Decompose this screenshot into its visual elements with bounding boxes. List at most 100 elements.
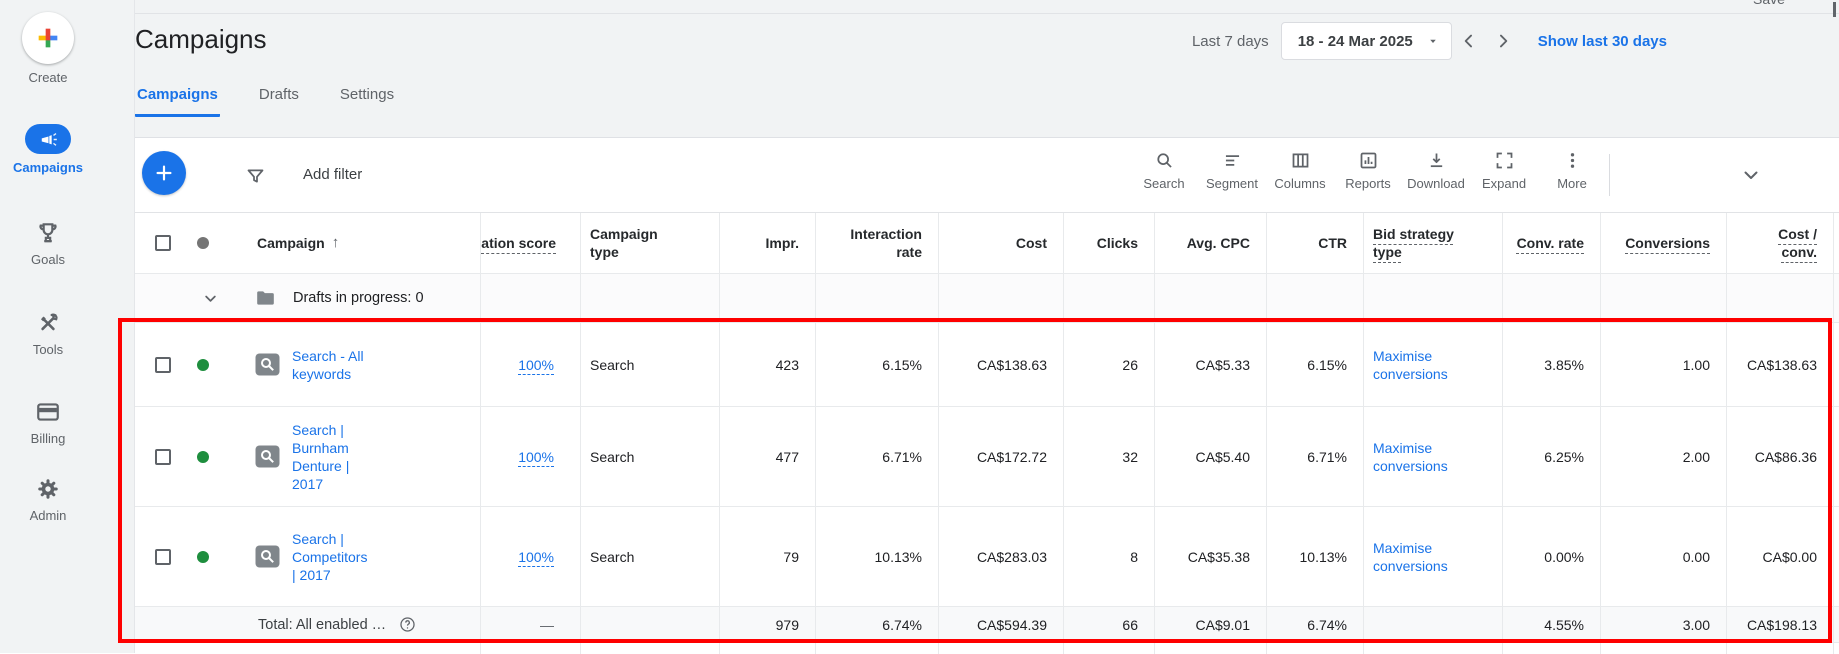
- bid-strategy-link[interactable]: Maximise conversions: [1373, 439, 1448, 474]
- column-header-clicks[interactable]: Clicks: [1063, 213, 1154, 273]
- total-avg_cpc: CA$9.01: [1195, 616, 1250, 633]
- reports-button[interactable]: Reports: [1334, 147, 1402, 191]
- cell-cost_conv: CA$0.00: [1762, 548, 1817, 565]
- column-header-opt_score[interactable]: ation score: [480, 213, 580, 273]
- total-impr: 979: [775, 616, 799, 633]
- main-area: Save Campaigns Last 7 days 18 - 24 Mar 2…: [135, 0, 1839, 654]
- column-header-conversions[interactable]: Conversions: [1600, 213, 1726, 273]
- cell-cost_conv: CA$138.63: [1746, 356, 1817, 373]
- date-range-label: Last 7 days: [1191, 32, 1269, 50]
- sidebar-item-create[interactable]: Create: [0, 12, 96, 85]
- campaign-name-link[interactable]: Search - All keywords: [292, 347, 364, 382]
- clipped-save-text: Save: [1753, 0, 1785, 7]
- cell-interaction_rate: 6.71%: [882, 448, 922, 465]
- cell-avg_cpc: CA$35.38: [1187, 548, 1250, 565]
- next-period-button[interactable]: [1486, 24, 1520, 58]
- total-cost: CA$594.39: [976, 616, 1047, 633]
- campaigns-table: Campaign ↑ ation score Campaign type Impr. In…: [135, 213, 1839, 654]
- more-button[interactable]: More: [1538, 147, 1606, 191]
- download-button[interactable]: Download: [1402, 147, 1470, 191]
- column-header-type[interactable]: Campaign type: [580, 213, 719, 273]
- total-opt-score: —: [540, 616, 554, 633]
- column-header-label: Campaign: [257, 235, 325, 251]
- optimisation-score-link[interactable]: 100%: [518, 548, 554, 565]
- top-strip: Save: [135, 0, 1839, 14]
- date-range-picker[interactable]: 18 - 24 Mar 2025: [1280, 22, 1452, 60]
- total-interaction_rate: 6.74%: [882, 616, 922, 633]
- collapse-toolbar-button[interactable]: [1733, 160, 1769, 190]
- column-header-label: ation score: [481, 235, 556, 251]
- toolbar-divider: [1609, 154, 1610, 196]
- cell-cost_conv: CA$86.36: [1754, 448, 1817, 465]
- column-header-label: Interaction rate: [850, 226, 922, 260]
- bid-strategy-link[interactable]: Maximise conversions: [1373, 539, 1448, 574]
- status-enabled-dot: [197, 550, 209, 563]
- cell-avg_cpc: CA$5.40: [1195, 448, 1250, 465]
- column-header-avg_cpc[interactable]: Avg. CPC: [1154, 213, 1266, 273]
- cell-conversions: 0.00: [1682, 548, 1710, 565]
- tab-campaigns[interactable]: Campaigns: [135, 78, 220, 117]
- column-header-interaction_rate[interactable]: Interaction rate: [815, 213, 938, 273]
- cell-conversions: 1.00: [1682, 356, 1710, 373]
- select-all-checkbox[interactable]: [155, 235, 171, 251]
- column-header-ctr[interactable]: CTR: [1266, 213, 1363, 273]
- drafts-group-row[interactable]: Drafts in progress: 0: [135, 274, 1839, 323]
- column-header-bid_strategy[interactable]: Bid strategy type: [1363, 213, 1502, 273]
- scrollbar-thumb[interactable]: [1833, 2, 1836, 17]
- more-vertical-icon: [1562, 150, 1583, 171]
- row-checkbox[interactable]: [155, 356, 171, 373]
- filter-funnel-icon[interactable]: [237, 158, 273, 194]
- column-header-label: Clicks: [1096, 235, 1138, 251]
- add-filter-button[interactable]: Add filter: [303, 166, 363, 183]
- column-header-label: CTR: [1318, 235, 1347, 251]
- sidebar-item-billing[interactable]: Billing: [0, 399, 96, 446]
- tab-settings[interactable]: Settings: [339, 86, 395, 103]
- sidebar-item-tools[interactable]: Tools: [0, 310, 96, 357]
- cell-interaction_rate: 10.13%: [874, 548, 922, 565]
- total-row-label: Total: All enabled …: [258, 616, 387, 633]
- cell-clicks: 8: [1130, 548, 1138, 565]
- chevron-down-icon[interactable]: [201, 289, 220, 308]
- bid-strategy-link[interactable]: Maximise conversions: [1373, 347, 1448, 382]
- sidebar-item-goals[interactable]: Goals: [0, 220, 96, 267]
- segment-icon: [1222, 150, 1243, 171]
- partial-next-row: [135, 643, 1839, 654]
- sidebar-item-campaigns[interactable]: Campaigns: [0, 124, 96, 175]
- column-header-cost_conv[interactable]: Cost / conv.: [1726, 213, 1834, 273]
- optimisation-score-link[interactable]: 100%: [518, 448, 554, 465]
- row-checkbox[interactable]: [155, 548, 171, 565]
- create-button[interactable]: [22, 12, 74, 64]
- page-title: Campaigns: [135, 24, 267, 54]
- campaign-name-link[interactable]: Search | Competitors | 2017: [292, 530, 368, 583]
- search-campaign-icon: [255, 353, 280, 376]
- campaign-row: Search | Burnham Denture | 2017 100% Searc…: [135, 407, 1839, 507]
- campaign-name-link[interactable]: Search | Burnham Denture | 2017: [292, 421, 350, 492]
- column-header-label: Bid strategy type: [1373, 226, 1454, 260]
- columns-icon: [1290, 150, 1311, 171]
- sidebar-label-create: Create: [28, 70, 68, 85]
- new-campaign-button[interactable]: [142, 151, 186, 195]
- search-campaign-icon: [255, 445, 280, 468]
- row-checkbox[interactable]: [155, 448, 171, 465]
- column-header-label: Avg. CPC: [1186, 235, 1250, 251]
- optimisation-score-link[interactable]: 100%: [518, 356, 554, 373]
- help-icon[interactable]: [399, 616, 416, 633]
- show-last-30-days-link[interactable]: Show last 30 days: [1537, 32, 1667, 50]
- column-header-cost[interactable]: Cost: [938, 213, 1063, 273]
- sidebar-item-admin[interactable]: Admin: [0, 476, 96, 523]
- tab-drafts[interactable]: Drafts: [258, 86, 299, 103]
- column-header-label: Cost / conv.: [1778, 226, 1817, 260]
- expand-button[interactable]: Expand: [1470, 147, 1538, 191]
- column-header-name[interactable]: Campaign ↑: [135, 213, 480, 273]
- previous-period-button[interactable]: [1452, 24, 1486, 58]
- column-header-impr[interactable]: Impr.: [719, 213, 815, 273]
- cell-ctr: 10.13%: [1299, 548, 1347, 565]
- cell-cost: CA$283.03: [976, 548, 1047, 565]
- toolbar-actions: Search Segment Columns: [1130, 147, 1606, 191]
- columns-button[interactable]: Columns: [1266, 147, 1334, 191]
- cell-clicks: 32: [1122, 448, 1138, 465]
- column-header-conv_rate[interactable]: Conv. rate: [1502, 213, 1600, 273]
- search-button[interactable]: Search: [1130, 147, 1198, 191]
- total-ctr: 6.74%: [1307, 616, 1347, 633]
- segment-button[interactable]: Segment: [1198, 147, 1266, 191]
